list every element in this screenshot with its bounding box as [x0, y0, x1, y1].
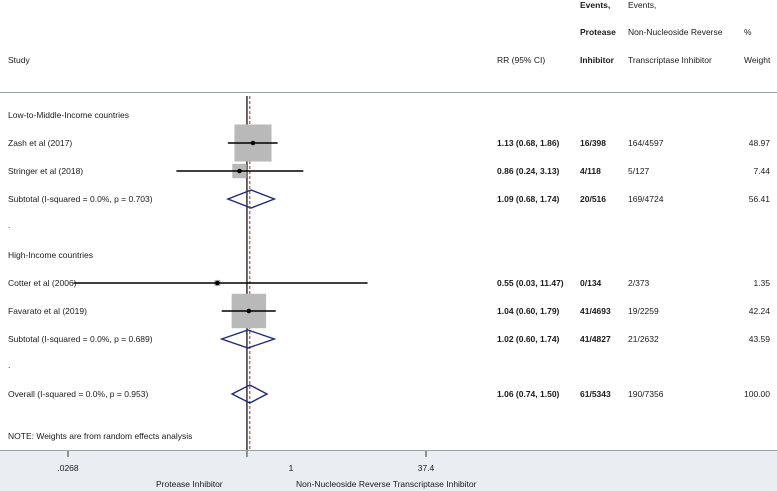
subtotal-events-pi-3: 20/516 [580, 194, 606, 204]
study-label-7: Favarato et al (2019) [8, 306, 87, 316]
xlabel-left: Protease Inhibitor [156, 479, 223, 489]
header-nnrti-line1: Events, [628, 0, 657, 10]
study-ci-2: 0.86 (0.24, 3.13) [497, 166, 560, 176]
study-label-1: Zash et al (2017) [8, 138, 73, 148]
study-ci-1: 1.13 (0.68, 1.86) [497, 138, 560, 148]
study-events-nnrti-1: 164/4597 [628, 138, 664, 148]
study-weight-2: 7.44 [753, 166, 770, 176]
header-nnrti-line3: Transcriptase Inhibitor [628, 55, 712, 65]
study-ci-7: 1.04 (0.60, 1.79) [497, 306, 560, 316]
overall-ci-10: 1.06 (0.74, 1.50) [497, 389, 560, 399]
study-events-nnrti-6: 2/373 [628, 278, 650, 288]
header-study: Study [8, 55, 30, 65]
overall-events-nnrti-10: 190/7356 [628, 389, 664, 399]
header-weight-line1: % [744, 27, 752, 37]
subtotal-label-8: Subtotal (I-squared = 0.0%, p = 0.689) [8, 334, 153, 344]
subtotal-ci-8: 1.02 (0.60, 1.74) [497, 334, 560, 344]
study-label-6: Cotter et al (2006) [8, 278, 77, 288]
subtotal-weight-8: 43.59 [748, 334, 770, 344]
tick-label-2: 37.4 [417, 463, 435, 473]
overall-events-pi-10: 61/5343 [580, 389, 611, 399]
subtotal-events-nnrti-3: 169/4724 [628, 194, 664, 204]
group-label-0: Low-to-Middle-Income countries [8, 110, 129, 120]
point-estimate-1 [250, 140, 256, 146]
header-pi-line1: Events, [580, 0, 611, 10]
axis-band [0, 451, 777, 491]
study-events-pi-6: 0/134 [580, 278, 602, 288]
study-weight-1: 48.97 [748, 138, 770, 148]
xlabel-right: Non-Nucleoside Reverse Transcriptase Inh… [296, 479, 477, 489]
tick-label-0: .0268 [57, 463, 79, 473]
study-weight-7: 42.24 [748, 306, 770, 316]
point-estimate-2 [237, 168, 242, 174]
group-label-5: High-Income countries [8, 250, 94, 260]
overall-diamond-10 [230, 384, 269, 404]
study-events-nnrti-2: 5/127 [628, 166, 650, 176]
study-events-pi-2: 4/118 [580, 166, 601, 176]
subtotal-ci-3: 1.09 (0.68, 1.74) [497, 194, 560, 204]
subtotal-events-nnrti-8: 21/2632 [628, 334, 659, 344]
subtotal-label-3: Subtotal (I-squared = 0.0%, p = 0.703) [8, 194, 153, 204]
point-estimate-7 [246, 308, 252, 314]
header-rr: RR (95% CI) [497, 55, 546, 65]
spacer-dot-4: . [8, 220, 11, 230]
header-nnrti-line2: Non-Nucleoside Reverse [628, 27, 723, 37]
header-pi-line2: Protease [580, 27, 616, 37]
weights-note: NOTE: Weights are from random effects an… [8, 431, 193, 441]
spacer-dot-9: . [8, 360, 11, 370]
study-events-pi-7: 41/4693 [580, 306, 611, 316]
overall-weight-10: 100.00 [744, 389, 770, 399]
study-events-pi-1: 16/398 [580, 138, 606, 148]
subtotal-events-pi-8: 41/4827 [580, 334, 611, 344]
tick-label-1: 1 [288, 463, 294, 473]
header-weight-line2: Weight [744, 55, 771, 65]
overall-label-10: Overall (I-squared = 0.0%, p = 0.953) [8, 389, 149, 399]
header-pi-line3: Inhibitor [580, 55, 614, 65]
subtotal-weight-3: 56.41 [748, 194, 770, 204]
point-estimate-6 [215, 280, 220, 286]
study-ci-6: 0.55 (0.03, 11.47) [497, 278, 564, 288]
study-label-2: Stringer et al (2018) [8, 166, 84, 176]
study-events-nnrti-7: 19/2259 [628, 306, 659, 316]
subtotal-diamond-8 [219, 329, 277, 349]
study-weight-6: 1.35 [753, 278, 770, 288]
subtotal-diamond-3 [225, 189, 277, 209]
